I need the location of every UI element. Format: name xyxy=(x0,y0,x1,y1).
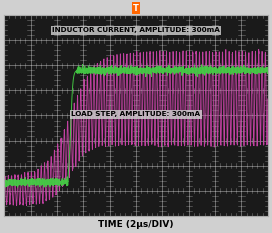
Text: T: T xyxy=(133,4,139,13)
X-axis label: TIME (2μs/DIV): TIME (2μs/DIV) xyxy=(98,220,174,229)
Text: LOAD STEP, AMPLITUDE: 300mA: LOAD STEP, AMPLITUDE: 300mA xyxy=(72,111,200,117)
Text: INDUCTOR CURRENT, AMPLITUDE: 300mA: INDUCTOR CURRENT, AMPLITUDE: 300mA xyxy=(52,27,220,33)
